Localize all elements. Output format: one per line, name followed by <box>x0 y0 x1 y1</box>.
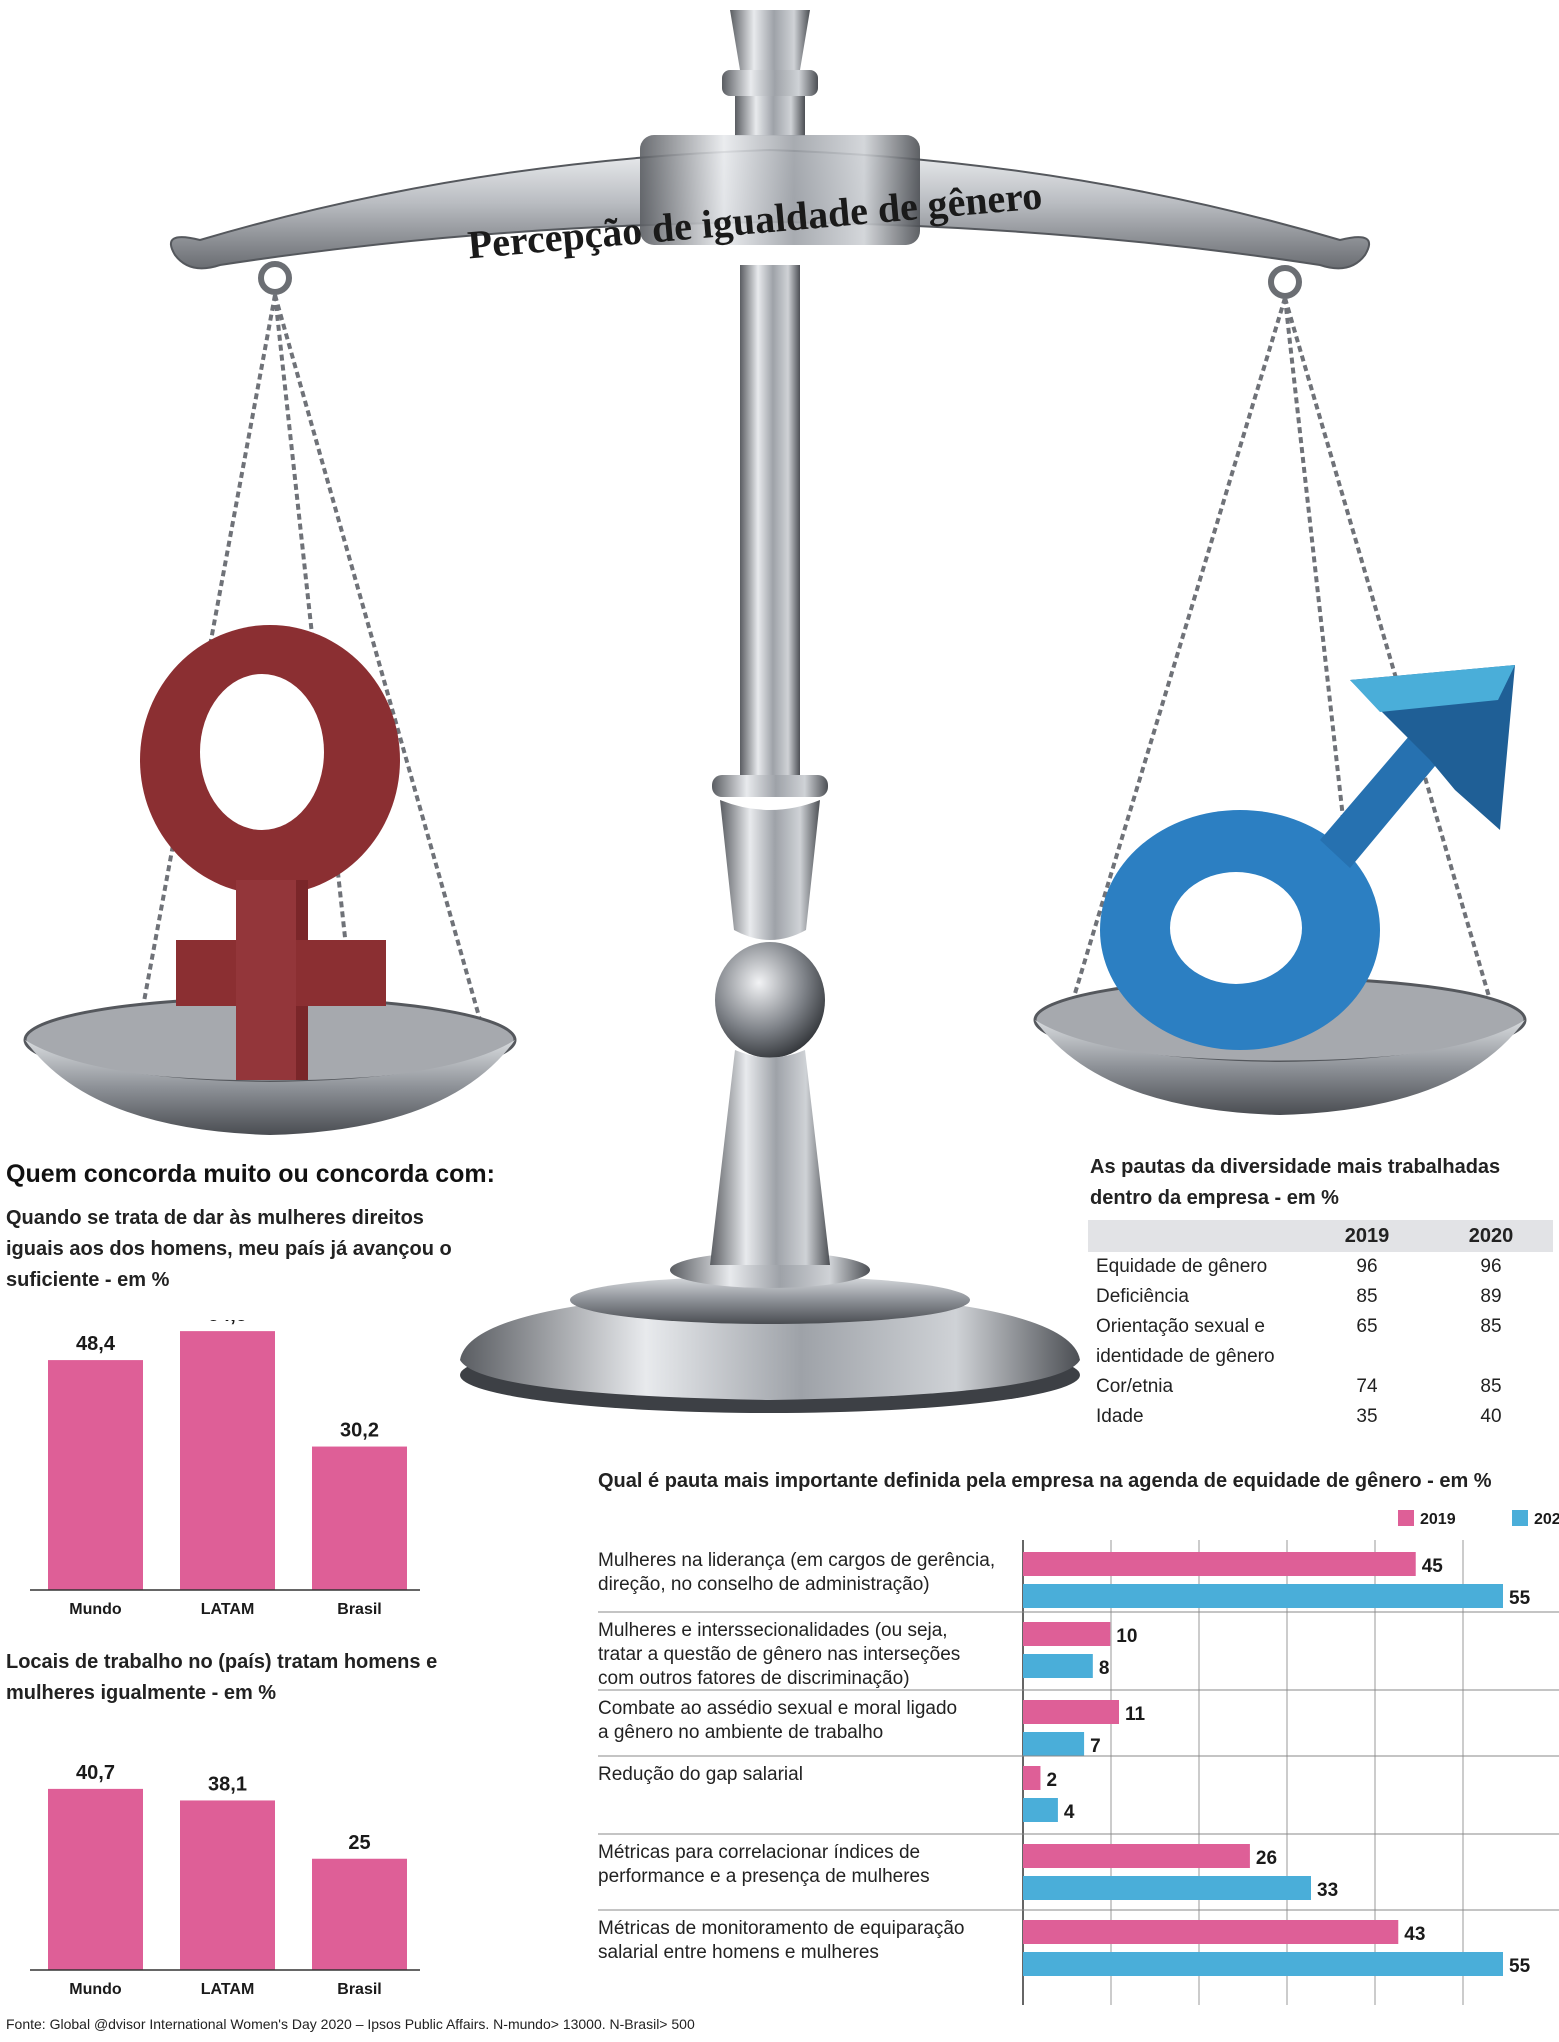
hbar-category-label: Redução do gap salarial <box>598 1764 803 1785</box>
table-row: Orientação sexual e identidade de gênero 6… <box>1088 1312 1553 1372</box>
chart1-bar-brasil <box>312 1446 407 1590</box>
hbar-value-label: 4 <box>1064 1802 1075 1823</box>
table-value-2020: 89 <box>1480 1286 1502 1307</box>
hbar-title: Qual é pauta mais importante definida pe… <box>598 1470 1492 1492</box>
hbar-2019 <box>1023 1920 1399 1944</box>
legend-swatch-2019 <box>1398 1510 1414 1526</box>
hbar-category-label: Métricas de monitoramento de equiparação <box>598 1918 964 1939</box>
table-value-2020: 85 <box>1480 1316 1502 1337</box>
hbar-value-label: 2 <box>1046 1770 1057 1791</box>
table-header-empty <box>1088 1220 1305 1252</box>
table-row: Idade 35 40 <box>1088 1402 1553 1432</box>
chart2-category-label: LATAM <box>201 1981 255 1998</box>
hbar-value-label: 55 <box>1509 1956 1531 1977</box>
hbar-value-label: 33 <box>1317 1880 1338 1901</box>
chart1-value-label: 48,4 <box>76 1333 116 1355</box>
hbar-2019 <box>1023 1700 1119 1724</box>
hbar-category-label: Métricas para correlacionar índices de <box>598 1842 920 1863</box>
chart1-title: Quando se trata de dar às mulheres direi… <box>6 1207 452 1291</box>
chart1-category-label: Mundo <box>69 1601 122 1618</box>
chart2-bar-mundo <box>48 1788 143 1970</box>
hbar-2019 <box>1023 1844 1250 1868</box>
balance-scale-illustration: Percepção de igualdade de gênero <box>23 10 1527 1413</box>
hbar-2020 <box>1023 1654 1093 1678</box>
hbar-category-label: performance e a presença de mulheres <box>598 1866 930 1887</box>
chart2-value-label: 25 <box>348 1832 370 1854</box>
table-row-label: Equidade de gênero <box>1096 1256 1268 1277</box>
male-symbol-icon <box>1100 665 1515 1050</box>
table-value-2020: 85 <box>1480 1376 1502 1397</box>
hbar-chart: 2019 2020 Mulheres na liderança (em cargos… <box>598 1510 1559 2005</box>
hbar-2020 <box>1023 1584 1503 1608</box>
table-title: As pautas da diversidade mais trabalhada… <box>1090 1156 1501 1209</box>
table-value-2019: 74 <box>1356 1376 1378 1397</box>
table-row-label: Idade <box>1096 1406 1144 1427</box>
chart1-category-label: Brasil <box>337 1601 381 1618</box>
chart1-bar-chart: 48,4 Mundo 54,5 LATAM 30,2 Brasil <box>30 1320 420 1618</box>
table-row-label: Cor/etnia <box>1096 1376 1174 1397</box>
chart1-bar-mundo <box>48 1360 143 1590</box>
hbar-value-label: 26 <box>1256 1848 1277 1869</box>
chart1-category-label: LATAM <box>201 1601 255 1618</box>
hbar-category-label: Mulheres e interssecionalidades (ou seja… <box>598 1620 948 1641</box>
hbar-category-label: salarial entre homens e mulheres <box>598 1942 879 1963</box>
hbar-category-label: Combate ao assédio sexual e moral ligado <box>598 1698 957 1719</box>
female-symbol-icon <box>140 625 400 1080</box>
table-row-label: Orientação sexual e identidade de gênero <box>1096 1316 1275 1367</box>
chart1-value-label: 30,2 <box>340 1420 379 1442</box>
hbar-category-label: direção, no conselho de administração) <box>598 1574 930 1595</box>
hbar-2020 <box>1023 1732 1085 1756</box>
chart1-value-label: 54,5 <box>208 1320 247 1326</box>
hbar-category-label: com outros fatores de discriminação) <box>598 1668 910 1689</box>
hbar-2019 <box>1023 1622 1111 1646</box>
table-row: Deficiência 85 89 <box>1088 1282 1553 1312</box>
table-value-2020: 40 <box>1480 1406 1502 1427</box>
hbar-value-label: 43 <box>1404 1924 1425 1945</box>
table-row-label: Deficiência <box>1096 1286 1189 1307</box>
table-value-2019: 96 <box>1356 1256 1378 1277</box>
chart2-category-label: Brasil <box>337 1981 381 1998</box>
source-note: Fonte: Global @dvisor International Wome… <box>6 2016 695 2032</box>
legend-label-2019: 2019 <box>1420 1511 1456 1528</box>
hbar-2019 <box>1023 1766 1041 1790</box>
chart2-value-label: 40,7 <box>76 1762 115 1784</box>
chart2-bar-chart: 40,7 Mundo 38,1 LATAM 25 Brasil <box>30 1762 420 1998</box>
chart2-bar-latam <box>180 1800 275 1970</box>
chart2-category-label: Mundo <box>69 1981 122 1998</box>
left-heading: Quem concorda muito ou concorda com: <box>6 1160 495 1188</box>
legend-swatch-2020 <box>1512 1510 1528 1526</box>
table-row: Equidade de gênero 96 96 <box>1088 1252 1553 1282</box>
hbar-2020 <box>1023 1952 1503 1976</box>
table-value-2019: 65 <box>1356 1316 1378 1337</box>
hbar-2020 <box>1023 1876 1311 1900</box>
hbar-category-label: tratar a questão de gênero nas interseçõ… <box>598 1644 960 1665</box>
table-value-2020: 96 <box>1480 1256 1502 1277</box>
hbar-category-label: a gênero no ambiente de trabalho <box>598 1722 883 1743</box>
diversity-table: 2019 2020 Equidade de gênero 96 96 Deficiên… <box>1088 1220 1553 1432</box>
hbar-2020 <box>1023 1798 1058 1822</box>
legend-label-2020: 2020 <box>1534 1511 1559 1528</box>
hbar-value-label: 55 <box>1509 1588 1531 1609</box>
table-header-2020: 2020 <box>1429 1220 1553 1252</box>
table-value-2019: 85 <box>1356 1286 1378 1307</box>
hbar-2019 <box>1023 1552 1416 1576</box>
table-row: Cor/etnia 74 85 <box>1088 1372 1553 1402</box>
hbar-value-label: 45 <box>1422 1556 1444 1577</box>
hbar-value-label: 10 <box>1116 1626 1137 1647</box>
chart2-bar-brasil <box>312 1858 407 1970</box>
hbar-value-label: 11 <box>1125 1704 1146 1725</box>
chart2-title: Locais de trabalho no (país) tratam home… <box>6 1651 438 1704</box>
hbar-category-label: Mulheres na liderança (em cargos de gerê… <box>598 1550 995 1571</box>
chart2-value-label: 38,1 <box>208 1773 247 1795</box>
hbar-value-label: 8 <box>1099 1658 1110 1679</box>
table-header-2019: 2019 <box>1305 1220 1429 1252</box>
table-value-2019: 35 <box>1356 1406 1378 1427</box>
hbar-value-label: 7 <box>1090 1736 1101 1757</box>
chart1-bar-latam <box>180 1331 275 1590</box>
